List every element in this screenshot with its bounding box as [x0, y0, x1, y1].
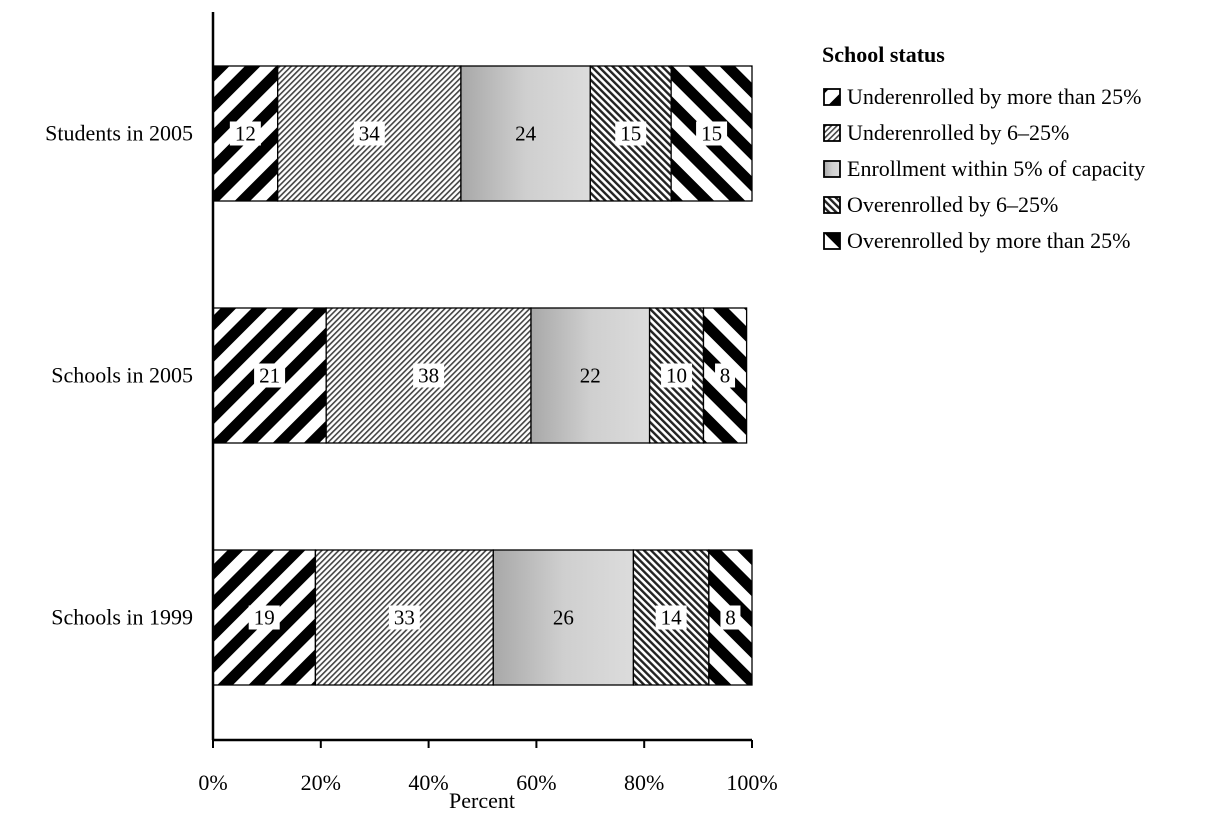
- bar-segment: [530, 307, 651, 444]
- data-label-bg: [655, 605, 687, 630]
- data-label: 22: [580, 364, 601, 388]
- bar-segment: [460, 65, 591, 202]
- data-label: 34: [359, 122, 381, 146]
- data-label-bg: [715, 363, 736, 388]
- x-tick-label: 100%: [726, 770, 777, 795]
- x-axis-title: Percent: [449, 788, 515, 813]
- legend: School status Underenrolled by more than…: [822, 42, 1145, 253]
- data-label-bg: [615, 121, 647, 146]
- x-tick-label: 20%: [301, 770, 341, 795]
- bar-segment: [670, 65, 753, 202]
- data-label: 21: [259, 364, 280, 388]
- data-label: 19: [254, 606, 275, 630]
- data-label-bg: [661, 363, 693, 388]
- legend-swatch: [823, 232, 841, 250]
- data-label-bg: [720, 605, 741, 630]
- bar-segment: [492, 549, 635, 686]
- data-label: 24: [515, 122, 537, 146]
- legend-entry: Overenrolled by more than 25%: [847, 228, 1130, 253]
- legend-swatch: [823, 124, 841, 142]
- data-label: 10: [666, 364, 687, 388]
- category-label: Schools in 1999: [51, 605, 193, 630]
- data-label: 8: [720, 364, 731, 388]
- data-label: 38: [418, 364, 439, 388]
- legend-entry: Underenrolled by more than 25%: [847, 84, 1141, 109]
- data-label: 14: [661, 606, 683, 630]
- legend-entry: Enrollment within 5% of capacity: [847, 156, 1145, 181]
- data-label: 33: [394, 606, 415, 630]
- x-tick-label: 80%: [624, 770, 664, 795]
- category-label: Schools in 2005: [51, 363, 193, 388]
- bar-segment: [212, 549, 317, 686]
- data-label: 15: [701, 122, 722, 146]
- legend-entry: Overenrolled by 6–25%: [847, 192, 1058, 217]
- data-label-bg: [388, 605, 420, 630]
- axes-layer: Students in 2005 Schools in 2005 Schools i…: [45, 12, 778, 795]
- data-label-bg: [229, 121, 261, 146]
- x-tick-label: 0%: [198, 770, 227, 795]
- data-label: 15: [620, 122, 641, 146]
- bars-layer: 12 34 24 15 15 21 38 22 10 8 19 33 26 14 8: [212, 65, 753, 686]
- data-label: 26: [553, 606, 574, 630]
- legend-title: School status: [822, 42, 945, 67]
- data-label-bg: [413, 363, 445, 388]
- legend-swatch: [823, 196, 841, 214]
- data-label: 12: [235, 122, 256, 146]
- data-label-bg: [248, 605, 280, 630]
- legend-swatch: [823, 88, 841, 106]
- legend-swatch: [823, 160, 841, 178]
- category-label: Students in 2005: [45, 121, 193, 146]
- data-label-bg: [696, 121, 728, 146]
- x-tick-label: 40%: [408, 770, 448, 795]
- data-label-bg: [353, 121, 385, 146]
- x-tick-label: 60%: [516, 770, 556, 795]
- data-label-bg: [254, 363, 286, 388]
- data-label: 8: [725, 606, 736, 630]
- legend-entry: Underenrolled by 6–25%: [847, 120, 1069, 145]
